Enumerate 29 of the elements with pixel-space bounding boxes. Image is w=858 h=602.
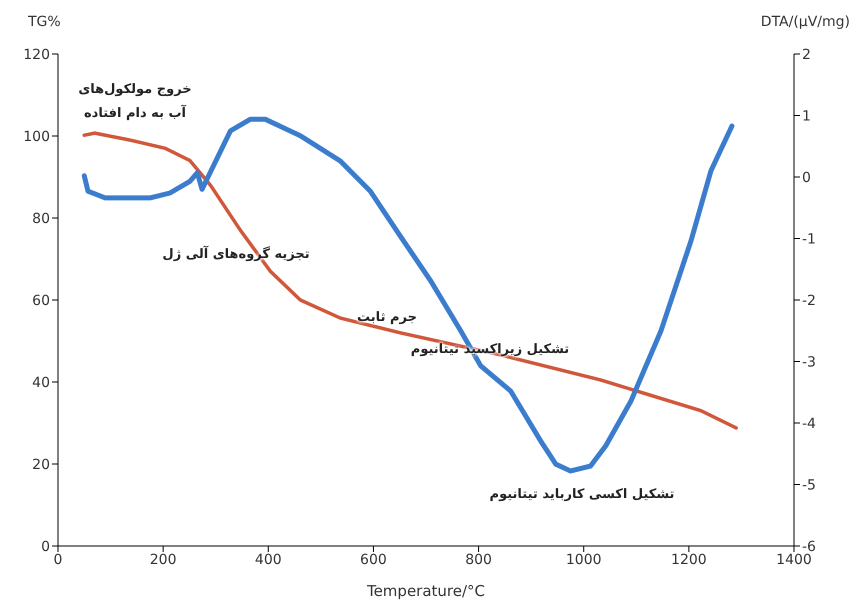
y-tick-label: 120 bbox=[23, 46, 50, 63]
y2-axis-title: DTA/(μV/mg) bbox=[760, 14, 850, 30]
x-tick-label: 800 bbox=[465, 552, 492, 568]
y2-tick-label: 2 bbox=[802, 46, 811, 63]
annotation: تشکیل اکسی کارباید تیتانیوم bbox=[490, 486, 674, 504]
annotation: خروج مولکول‌های آب به دام افتاده bbox=[78, 81, 192, 123]
y2-tick-label: 0 bbox=[802, 170, 811, 186]
x-tick-label: 0 bbox=[54, 552, 62, 568]
x-tick-label: 1200 bbox=[671, 552, 707, 568]
annotation: جرم ثابت bbox=[357, 309, 417, 327]
y-tick-label: 80 bbox=[32, 210, 50, 227]
y-tick-label: 60 bbox=[32, 292, 50, 309]
x-tick-label: 600 bbox=[360, 552, 387, 568]
y-tick-label: 20 bbox=[32, 456, 50, 473]
x-tick-label: 1000 bbox=[566, 552, 602, 568]
x-axis-title: Temperature/°C bbox=[366, 582, 486, 600]
y2-tick-label: -2 bbox=[802, 292, 816, 309]
y2-tick-label: -3 bbox=[802, 354, 816, 370]
y-tick-label: 0 bbox=[41, 538, 50, 555]
line-series bbox=[82, 131, 738, 430]
y2-tick-label: -4 bbox=[802, 416, 816, 432]
y-tick-label: 40 bbox=[32, 374, 50, 391]
y2-tick-label: 1 bbox=[802, 108, 811, 124]
x-tick-label: 200 bbox=[150, 552, 177, 568]
y2-tick-label: -5 bbox=[802, 477, 816, 494]
y-tick-label: 100 bbox=[23, 128, 50, 145]
y2-tick-label: -1 bbox=[802, 231, 816, 248]
y-axis-title: TG% bbox=[28, 14, 61, 30]
x-tick-label: 400 bbox=[254, 552, 282, 568]
